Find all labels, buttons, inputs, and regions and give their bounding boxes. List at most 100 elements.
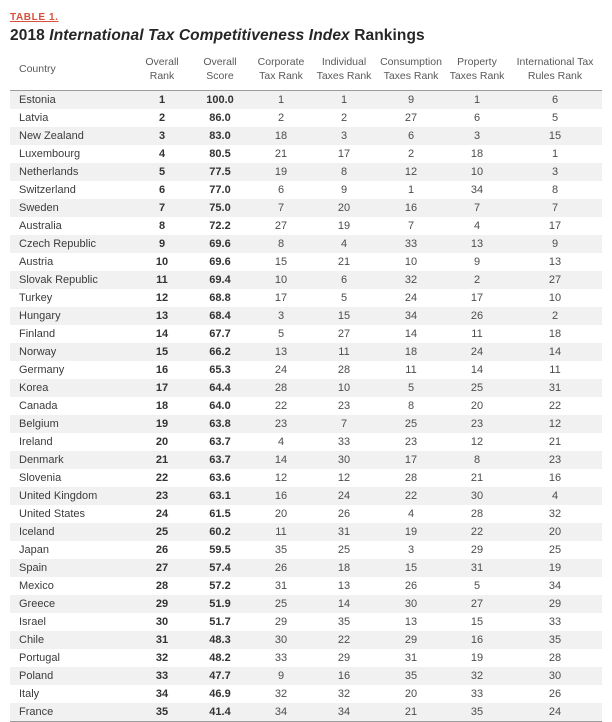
cell-country: France — [10, 703, 134, 722]
cell-overall-rank: 24 — [155, 507, 169, 520]
cell-country: Latvia — [19, 111, 49, 124]
cell-property-taxes-rank: 23 — [470, 417, 484, 430]
cell-country: Sweden — [19, 201, 59, 214]
table-header: Country Overall Rank Overall Score Corpo… — [10, 54, 602, 92]
cell-corporate-tax-rank: 26 — [274, 561, 288, 574]
cell-overall-score: 69.6 — [209, 237, 231, 250]
cell-international-tax-rules-rank: 21 — [548, 435, 562, 448]
cell-consumption-taxes-rank: 25 — [404, 417, 418, 430]
cell-corporate-tax-rank: 32 — [274, 687, 288, 700]
cell-consumption-taxes-rank: 16 — [404, 201, 418, 214]
cell-overall-score: 60.2 — [209, 525, 231, 538]
table-row: Sweden 7 75.0 7 20 16 7 7 — [10, 199, 602, 218]
col-header-overall-rank: Overall Rank — [134, 54, 190, 92]
table-row: Germany 16 65.3 24 28 11 14 11 — [10, 361, 602, 379]
table-row: Slovak Republic 11 69.4 10 6 32 2 27 — [10, 271, 602, 290]
table-row: Australia 8 72.2 27 19 7 4 17 — [10, 217, 602, 235]
cell-consumption-taxes-rank: 21 — [376, 703, 446, 722]
cell-individual-taxes-rank: 7 — [340, 417, 348, 430]
cell-international-tax-rules-rank: 11 — [549, 363, 561, 376]
cell-property-taxes-rank: 18 — [470, 147, 484, 160]
cell-overall-score: 69.6 — [209, 255, 231, 268]
cell-overall-score: 63.1 — [209, 489, 231, 502]
cell-corporate-tax-rank: 4 — [277, 435, 285, 448]
cell-international-tax-rules-rank: 1 — [551, 147, 559, 160]
cell-consumption-taxes-rank: 11 — [405, 363, 417, 376]
table-row: Greece 29 51.9 25 14 30 27 29 — [10, 595, 602, 614]
table-row: Hungary 13 68.4 3 15 34 26 2 — [10, 307, 602, 326]
cell-consumption-taxes-rank: 1 — [407, 183, 415, 196]
cell-overall-rank: 30 — [155, 615, 169, 628]
cell-consumption-taxes-rank: 7 — [407, 219, 415, 232]
cell-country: Luxembourg — [19, 147, 81, 160]
page-title: 2018 International Tax Competitiveness I… — [10, 27, 602, 45]
table-row: Norway 15 66.2 13 11 18 24 14 — [10, 343, 602, 362]
cell-consumption-taxes-rank: 13 — [404, 615, 418, 628]
cell-corporate-tax-rank: 15 — [274, 255, 288, 268]
cell-country: Turkey — [19, 291, 53, 304]
header-row: Country Overall Rank Overall Score Corpo… — [10, 54, 602, 92]
cell-property-taxes-rank: 21 — [470, 471, 484, 484]
cell-property-taxes-rank: 3 — [473, 129, 481, 142]
cell-overall-score: 75.0 — [209, 201, 231, 214]
col-header-consumption-taxes-rank: Consumption Taxes Rank — [376, 54, 446, 92]
table-row: Turkey 12 68.8 17 5 24 17 10 — [10, 289, 602, 307]
cell-overall-score: 51.7 — [209, 615, 231, 628]
cell-international-tax-rules-rank: 23 — [548, 453, 562, 466]
cell-individual-taxes-rank: 21 — [337, 255, 351, 268]
cell-international-tax-rules-rank: 35 — [548, 633, 562, 646]
cell-property-taxes-rank: 15 — [470, 615, 484, 628]
cell-property-taxes-rank: 7 — [473, 201, 481, 214]
cell-overall-rank: 26 — [155, 543, 169, 556]
cell-overall-rank: 3 — [158, 129, 166, 142]
cell-international-tax-rules-rank: 33 — [548, 615, 562, 628]
cell-property-taxes-rank: 1 — [473, 93, 481, 106]
table-row: Belgium 19 63.8 23 7 25 23 12 — [10, 415, 602, 434]
cell-corporate-tax-rank: 14 — [274, 453, 288, 466]
cell-international-tax-rules-rank: 16 — [548, 471, 562, 484]
cell-country: Switzerland — [19, 183, 76, 196]
table-row: Luxembourg 4 80.5 21 17 2 18 1 — [10, 145, 602, 163]
col-header-international-tax-rules-rank: International Tax Rules Rank — [508, 54, 602, 92]
cell-overall-rank: 20 — [155, 435, 169, 448]
cell-country: Denmark — [19, 453, 64, 466]
cell-corporate-tax-rank: 27 — [274, 219, 288, 232]
cell-international-tax-rules-rank: 24 — [508, 703, 602, 722]
cell-individual-taxes-rank: 27 — [337, 327, 351, 340]
cell-property-taxes-rank: 20 — [470, 399, 484, 412]
cell-individual-taxes-rank: 16 — [337, 669, 351, 682]
table-row: Finland 14 67.7 5 27 14 11 18 — [10, 325, 602, 343]
cell-overall-score: 68.8 — [209, 291, 231, 304]
table-row: Netherlands 5 77.5 19 8 12 10 3 — [10, 163, 602, 182]
cell-consumption-taxes-rank: 27 — [404, 111, 418, 124]
cell-country: Italy — [19, 687, 40, 700]
cell-country: Netherlands — [19, 165, 79, 178]
cell-consumption-taxes-rank: 9 — [407, 93, 415, 106]
cell-corporate-tax-rank: 11 — [275, 525, 287, 538]
cell-country: Estonia — [19, 93, 56, 106]
cell-country: Spain — [19, 561, 48, 574]
cell-individual-taxes-rank: 2 — [340, 111, 348, 124]
cell-property-taxes-rank: 14 — [470, 363, 484, 376]
cell-consumption-taxes-rank: 31 — [404, 651, 418, 664]
cell-corporate-tax-rank: 1 — [277, 93, 285, 106]
cell-individual-taxes-rank: 35 — [337, 615, 351, 628]
cell-international-tax-rules-rank: 13 — [548, 255, 562, 268]
cell-corporate-tax-rank: 7 — [277, 201, 285, 214]
col-header-overall-score: Overall Score — [190, 54, 250, 92]
cell-overall-score: 80.5 — [209, 147, 231, 160]
cell-consumption-taxes-rank: 18 — [404, 345, 418, 358]
cell-individual-taxes-rank: 22 — [337, 633, 351, 646]
cell-overall-rank: 22 — [155, 471, 169, 484]
cell-country: United Kingdom — [19, 489, 98, 502]
title-italic-segment: International Tax Competitiveness Index — [49, 27, 350, 44]
cell-corporate-tax-rank: 24 — [274, 363, 288, 376]
cell-corporate-tax-rank: 34 — [250, 703, 312, 722]
cell-corporate-tax-rank: 18 — [274, 129, 288, 142]
cell-individual-taxes-rank: 14 — [337, 597, 351, 610]
cell-overall-score: 77.5 — [209, 165, 231, 178]
cell-corporate-tax-rank: 5 — [277, 327, 285, 340]
cell-overall-score: 61.5 — [209, 507, 231, 520]
cell-country: Austria — [19, 255, 54, 268]
table-row: Slovenia 22 63.6 12 12 28 21 16 — [10, 469, 602, 487]
